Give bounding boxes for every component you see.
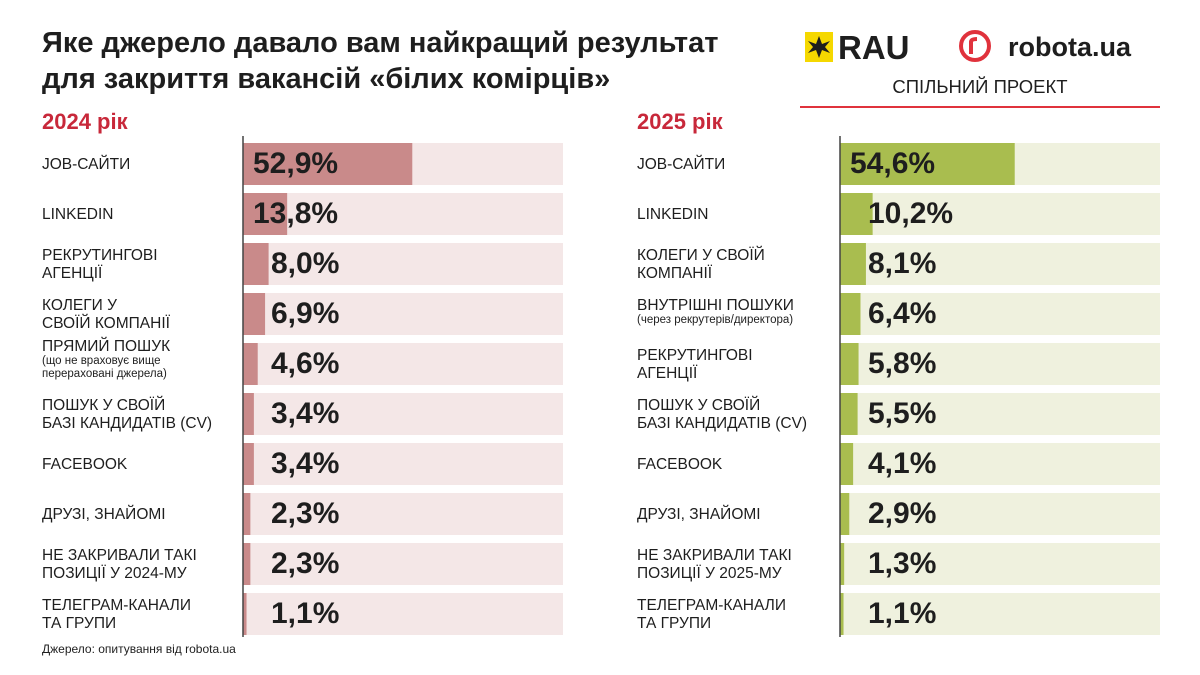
value-label: 54,6% — [850, 147, 935, 180]
value-label: 3,4% — [271, 447, 339, 480]
bar — [840, 343, 859, 385]
bar-track — [840, 393, 1160, 435]
robota-logo: robota.ua — [1008, 32, 1132, 62]
bar — [243, 443, 254, 485]
bar-track — [243, 343, 563, 385]
category-label: ТЕЛЕГРАМ-КАНАЛИ ТА ГРУПИ — [42, 597, 191, 632]
value-label: 2,3% — [271, 497, 339, 530]
value-label: 6,4% — [868, 297, 936, 330]
bar — [243, 393, 254, 435]
value-label: 52,9% — [253, 147, 338, 180]
bar-track — [243, 393, 563, 435]
bar-track — [243, 593, 563, 635]
value-label: 2,9% — [868, 497, 936, 530]
bar — [243, 243, 269, 285]
bar-track — [840, 243, 1160, 285]
title: Яке джерело давало вам найкращий результ… — [42, 27, 718, 95]
category-label: ВНУТРІШНІ ПОШУКИ (через рекрутерів/директ… — [637, 297, 794, 326]
bar-track — [243, 293, 563, 335]
category-label: КОЛЕГИ У СВОЇЙ КОМПАНІЇ — [637, 246, 765, 282]
value-label: 8,0% — [271, 247, 339, 280]
value-label: 4,1% — [868, 447, 936, 480]
joint-label: СПІЛЬНИЙ ПРОЕКТ — [892, 76, 1067, 97]
bar-track — [243, 443, 563, 485]
rau-logo: RAU — [838, 29, 910, 66]
bar — [243, 593, 247, 635]
bar — [243, 143, 413, 185]
bar — [243, 343, 258, 385]
robota-icon-r — [969, 37, 978, 54]
bar — [840, 543, 845, 585]
value-label: 6,9% — [271, 297, 339, 330]
category-label: FACEBOOK — [637, 456, 723, 473]
bar-track — [243, 243, 563, 285]
category-label: РЕКРУТИНГОВІ АГЕНЦІЇ — [42, 247, 158, 282]
bar-track — [243, 493, 563, 535]
value-label: 8,1% — [868, 247, 936, 280]
category-label: JOB-САЙТИ — [42, 155, 130, 173]
bar-track — [840, 343, 1160, 385]
rau-star — [808, 36, 830, 58]
category-label: ПОШУК У СВОЇЙ БАЗІ КАНДИДАТІВ (CV) — [42, 396, 212, 432]
bar-track — [243, 543, 563, 585]
category-label: ДРУЗІ, ЗНАЙОМІ — [42, 505, 166, 523]
category-label: РЕКРУТИНГОВІ АГЕНЦІЇ — [637, 347, 753, 382]
category-label: ТЕЛЕГРАМ-КАНАЛИ ТА ГРУПИ — [637, 597, 786, 632]
category-label: LINKEDIN — [42, 206, 114, 223]
bar-track — [840, 493, 1160, 535]
bar — [243, 543, 251, 585]
value-label: 4,6% — [271, 347, 339, 380]
value-label: 1,1% — [271, 597, 339, 630]
bar — [840, 393, 858, 435]
category-label: ПОШУК У СВОЇЙ БАЗІ КАНДИДАТІВ (CV) — [637, 396, 807, 432]
bar — [840, 143, 1015, 185]
category-label: ПРЯМИЙ ПОШУК (що не враховує вище перерахо… — [42, 337, 170, 380]
chart-subtitle: 2024 рік — [42, 109, 129, 134]
value-label: 3,4% — [271, 397, 339, 430]
bar-track — [840, 193, 1160, 235]
bar — [243, 193, 288, 235]
bar — [840, 193, 873, 235]
value-label: 13,8% — [253, 197, 338, 230]
category-label: НЕ ЗАКРИВАЛИ ТАКІ ПОЗИЦІЇ У 2025-МУ — [637, 547, 792, 582]
chart-subtitle: 2025 рік — [637, 109, 724, 134]
robota-icon — [959, 30, 991, 62]
bar-track — [840, 593, 1160, 635]
bar — [840, 593, 844, 635]
bar-track — [840, 543, 1160, 585]
bar-track — [243, 193, 563, 235]
value-label: 1,3% — [868, 547, 936, 580]
value-label: 2,3% — [271, 547, 339, 580]
source: Джерело: опитування від robota.ua — [42, 642, 236, 656]
category-label: LINKEDIN — [637, 206, 709, 223]
bar — [840, 443, 854, 485]
bar — [840, 243, 866, 285]
value-label: 1,1% — [868, 597, 936, 630]
category-label: НЕ ЗАКРИВАЛИ ТАКІ ПОЗИЦІЇ У 2024-МУ — [42, 547, 197, 582]
value-label: 10,2% — [868, 197, 953, 230]
bar — [840, 293, 861, 335]
value-label: 5,5% — [868, 397, 936, 430]
bar-track — [840, 293, 1160, 335]
value-label: 5,8% — [868, 347, 936, 380]
category-label: JOB-САЙТИ — [637, 155, 725, 173]
bar — [243, 493, 251, 535]
category-label: ДРУЗІ, ЗНАЙОМІ — [637, 505, 761, 523]
bar-track — [840, 443, 1160, 485]
category-label: FACEBOOK — [42, 456, 128, 473]
category-label: КОЛЕГИ У СВОЇЙ КОМПАНІЇ — [42, 297, 171, 332]
bar — [243, 293, 266, 335]
bar — [840, 493, 850, 535]
